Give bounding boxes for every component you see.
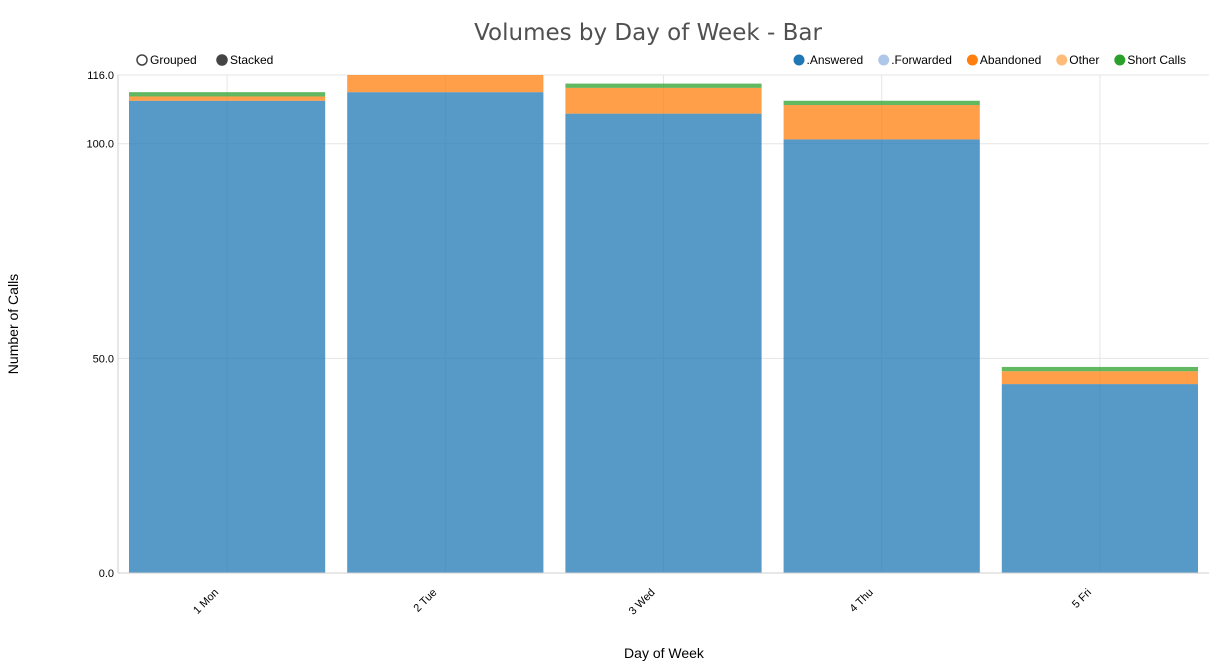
x-tick-label: 2 Tue (411, 587, 439, 615)
legend[interactable]: .Answered .Forwarded Abandoned Other Short C… (793, 53, 1186, 67)
bar-segment[interactable] (129, 92, 326, 97)
legend-item[interactable]: Abandoned (966, 53, 1041, 67)
stacked-radio-icon[interactable] (216, 54, 228, 66)
legend-swatch-icon[interactable] (1114, 54, 1126, 66)
bar-segment[interactable] (1001, 366, 1198, 372)
legend-swatch-icon[interactable] (793, 54, 805, 66)
legend-item[interactable]: Short Calls (1114, 53, 1186, 67)
bar-segment[interactable] (1001, 384, 1198, 573)
y-tick-label: 50.0 (93, 353, 114, 365)
stacked-option[interactable]: Stacked (216, 53, 273, 67)
legend-label[interactable]: Other (1069, 53, 1099, 67)
legend-swatch-icon[interactable] (878, 54, 890, 66)
bar-segment[interactable] (783, 100, 980, 106)
chart-title: Volumes by Day of Week - Bar (474, 20, 822, 46)
y-axis-label: Number of Calls (5, 274, 21, 374)
legend-label[interactable]: .Answered (807, 53, 864, 67)
bar-segment[interactable] (783, 105, 980, 140)
legend-label[interactable]: Short Calls (1127, 53, 1186, 67)
bar-segment[interactable] (783, 139, 980, 573)
bar-segment[interactable] (347, 75, 544, 93)
bar-segment[interactable] (129, 100, 326, 574)
legend-swatch-icon[interactable] (966, 54, 978, 66)
legend-item[interactable]: .Answered (793, 53, 864, 67)
bar-segment[interactable] (565, 83, 762, 88)
x-tick-label: 4 Thu (848, 587, 876, 615)
grouped-option[interactable]: Grouped (136, 53, 197, 67)
legend-item[interactable]: Other (1056, 53, 1099, 67)
grouped-label[interactable]: Grouped (150, 53, 197, 67)
bar-segment[interactable] (565, 87, 762, 114)
legend-label[interactable]: Abandoned (980, 53, 1041, 67)
bars (129, 75, 1198, 574)
axes: 0.0 50.0 100.0 116.0 1 Mon 2 Tue 3 Wed 4 Thu 5 F… (86, 70, 1209, 617)
y-tick-label: 0.0 (99, 568, 114, 580)
legend-item[interactable]: .Forwarded (878, 53, 952, 67)
y-tick-label: 116.0 (87, 70, 114, 82)
x-tick-label: 5 Fri (1070, 587, 1094, 611)
legend-label[interactable]: .Forwarded (891, 53, 952, 67)
bar-segment[interactable] (565, 113, 762, 573)
y-tick-label: 100.0 (86, 139, 114, 151)
mode-toggle[interactable]: Grouped Stacked (136, 53, 273, 67)
x-tick-label: 3 Wed (627, 587, 658, 618)
legend-swatch-icon[interactable] (1056, 54, 1068, 66)
stacked-label[interactable]: Stacked (230, 53, 273, 67)
bar-segment[interactable] (129, 96, 326, 101)
x-axis-label: Day of Week (624, 645, 705, 661)
grouped-radio-icon[interactable] (136, 54, 148, 66)
bar-segment[interactable] (1001, 371, 1198, 385)
x-tick-label: 1 Mon (191, 587, 221, 617)
bar-segment[interactable] (347, 92, 544, 573)
